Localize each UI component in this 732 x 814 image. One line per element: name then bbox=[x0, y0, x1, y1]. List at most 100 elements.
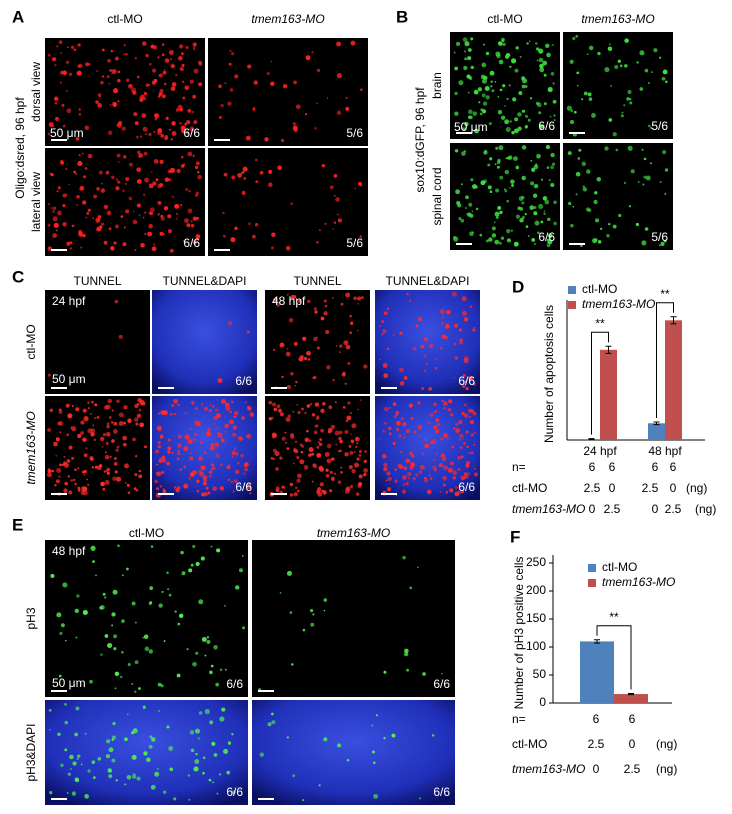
signal-dot bbox=[195, 234, 201, 239]
signal-dot bbox=[76, 757, 79, 760]
signal-dot bbox=[114, 224, 119, 229]
signal-dot bbox=[148, 183, 154, 189]
count: 6/6 bbox=[458, 374, 475, 388]
signal-dot bbox=[337, 743, 342, 748]
signal-dot bbox=[230, 400, 234, 404]
signal-dot bbox=[600, 227, 603, 231]
signal-dot bbox=[138, 474, 143, 479]
signal-dot bbox=[524, 126, 528, 129]
signal-dot bbox=[316, 240, 319, 244]
signal-dot bbox=[205, 486, 209, 490]
signal-dot bbox=[470, 451, 474, 455]
signal-dot bbox=[286, 384, 291, 389]
signal-dot bbox=[114, 56, 119, 61]
signal-dot bbox=[373, 793, 379, 799]
signal-dot bbox=[194, 165, 199, 170]
signal-dot bbox=[131, 601, 136, 606]
bar bbox=[665, 320, 682, 440]
signal-dot bbox=[641, 240, 647, 246]
signal-dot bbox=[91, 400, 94, 404]
signal-dot bbox=[160, 216, 165, 221]
signal-dot bbox=[454, 91, 458, 96]
signal-dot bbox=[504, 169, 510, 175]
signal-dot bbox=[473, 443, 476, 446]
signal-dot bbox=[392, 402, 397, 407]
signal-dot bbox=[97, 215, 102, 219]
signal-dot bbox=[290, 372, 294, 376]
signal-dot bbox=[171, 121, 176, 126]
signal-dot bbox=[319, 438, 322, 442]
signal-dot bbox=[125, 177, 130, 182]
signal-dot bbox=[339, 449, 342, 452]
signal-dot bbox=[179, 468, 183, 471]
signal-dot bbox=[619, 64, 623, 68]
signal-dot bbox=[77, 64, 81, 68]
micrograph bbox=[45, 396, 150, 500]
signal-dot bbox=[513, 241, 519, 247]
signal-dot bbox=[545, 43, 550, 49]
signal-dot bbox=[149, 735, 153, 739]
signal-dot bbox=[212, 486, 217, 491]
signal-dot bbox=[229, 50, 232, 52]
signal-dot bbox=[510, 58, 517, 64]
column-header: TUNNEL&DAPI bbox=[162, 274, 246, 288]
signal-dot bbox=[203, 451, 207, 455]
signal-dot bbox=[359, 450, 362, 453]
signal-dot bbox=[180, 550, 184, 555]
signal-dot bbox=[194, 432, 198, 436]
signal-dot bbox=[524, 114, 529, 118]
error-bar bbox=[605, 345, 612, 354]
row-label: spinal cord bbox=[430, 167, 444, 225]
signal-dot bbox=[581, 98, 584, 101]
signal-dot bbox=[233, 410, 239, 416]
signal-dot bbox=[152, 68, 157, 73]
signal-dot bbox=[462, 384, 466, 388]
signal-dot bbox=[312, 613, 315, 616]
signal-dot bbox=[576, 84, 579, 87]
signal-dot bbox=[78, 154, 81, 157]
signal-dot bbox=[126, 567, 129, 571]
row-label: dorsal view bbox=[29, 62, 43, 122]
signal-dot bbox=[153, 78, 158, 83]
signal-dot bbox=[127, 663, 131, 667]
signal-dot bbox=[553, 114, 556, 117]
signal-dot bbox=[96, 415, 100, 419]
signal-dot bbox=[193, 68, 199, 74]
signal-dot bbox=[75, 706, 80, 711]
signal-dot bbox=[64, 720, 68, 725]
signal-dot bbox=[533, 211, 538, 216]
signal-dot bbox=[417, 566, 419, 569]
signal-dot bbox=[324, 451, 330, 457]
signal-dot bbox=[483, 150, 488, 155]
signal-dot bbox=[378, 437, 381, 440]
signal-dot bbox=[180, 155, 184, 159]
signal-dot bbox=[150, 545, 154, 548]
signal-dot bbox=[157, 441, 161, 445]
signal-dot bbox=[659, 244, 661, 246]
signal-dot bbox=[462, 374, 466, 378]
signal-dot bbox=[83, 453, 88, 458]
signal-dot bbox=[553, 221, 557, 226]
signal-dot bbox=[463, 150, 467, 153]
legend-swatch bbox=[588, 579, 596, 587]
signal-dot bbox=[170, 86, 176, 91]
signal-dot bbox=[550, 152, 555, 158]
signal-dot bbox=[525, 225, 529, 229]
signal-dot bbox=[122, 435, 127, 441]
signal-dot bbox=[55, 229, 58, 232]
signal-dot bbox=[290, 294, 295, 300]
signal-dot bbox=[226, 770, 231, 775]
signal-dot bbox=[439, 309, 445, 315]
signal-dot bbox=[177, 434, 182, 439]
signal-dot bbox=[200, 454, 203, 457]
signal-dot bbox=[356, 442, 359, 445]
signal-dot bbox=[197, 174, 202, 180]
signal-dot bbox=[295, 380, 298, 384]
signal-dot bbox=[228, 464, 230, 466]
signal-dot bbox=[463, 403, 467, 407]
signal-dot bbox=[151, 246, 157, 252]
signal-dot bbox=[120, 675, 123, 679]
signal-dot bbox=[193, 46, 196, 49]
signal-dot bbox=[478, 101, 481, 104]
signal-dot bbox=[167, 446, 172, 451]
